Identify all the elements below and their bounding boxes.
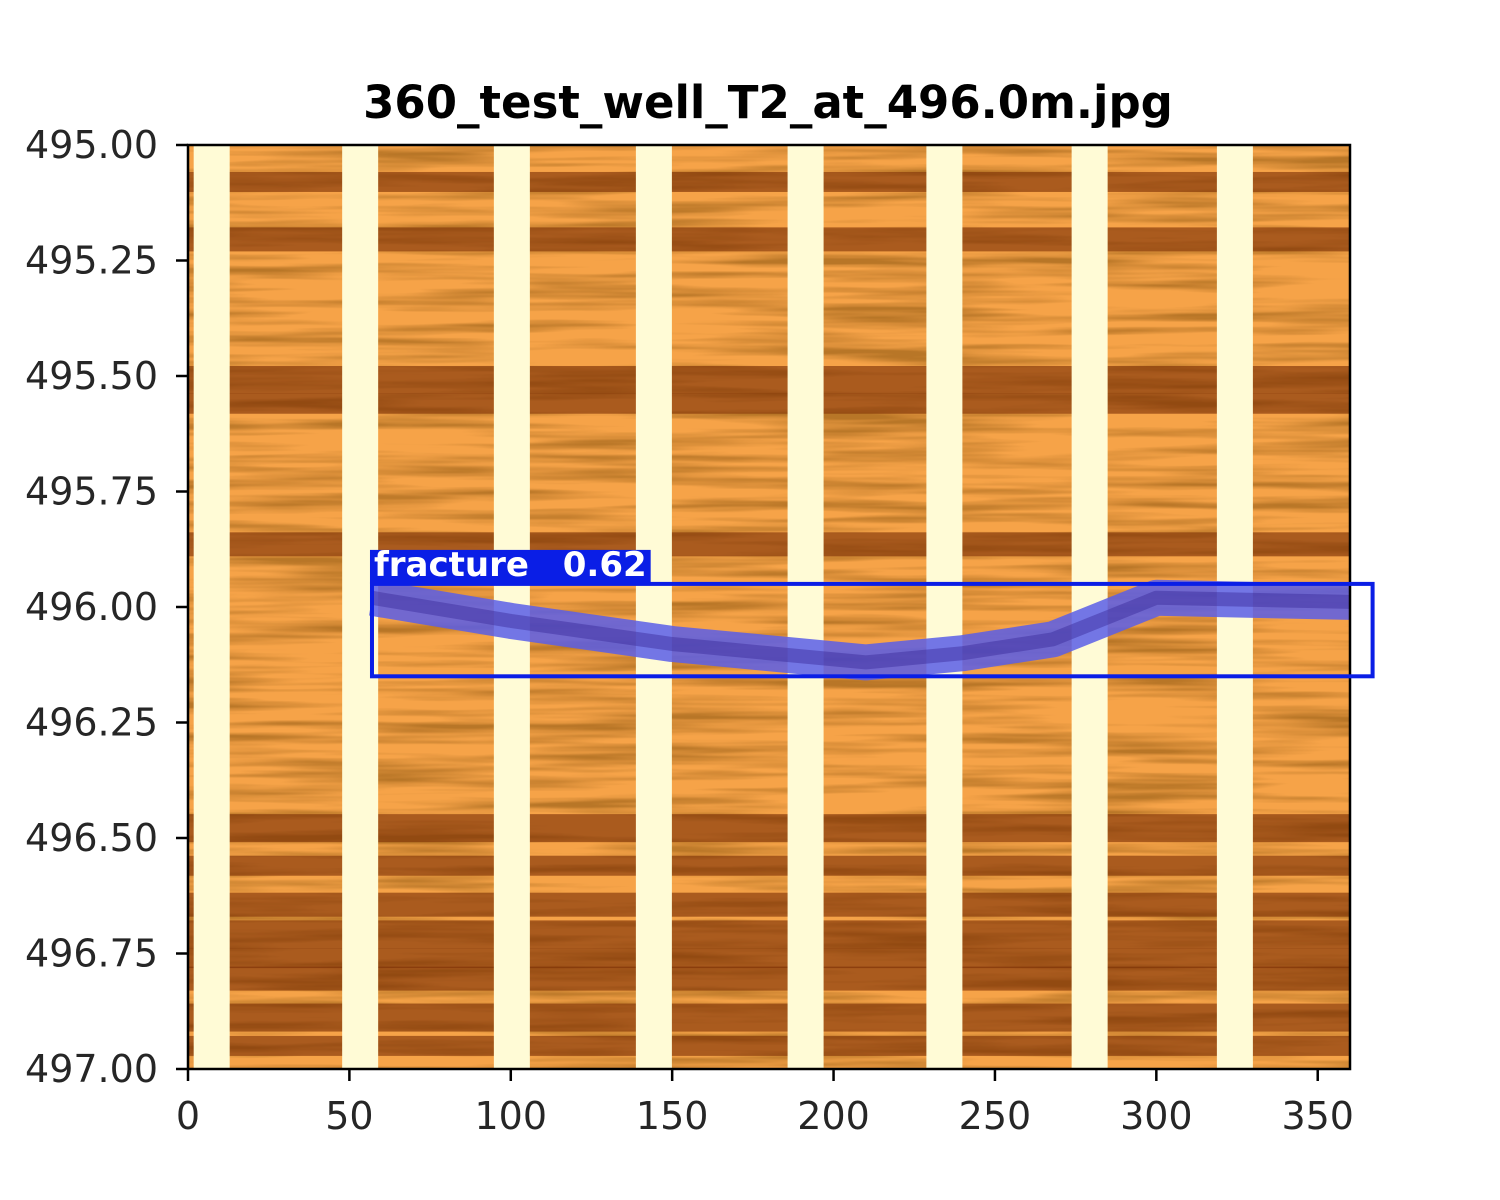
- y-tick-label: 495.50: [25, 354, 158, 398]
- detection-label: fracture 0.62: [374, 545, 647, 585]
- detection-score: 0.62: [563, 545, 647, 585]
- dark-band: [188, 393, 1350, 414]
- y-tick-label: 496.00: [25, 585, 158, 629]
- dark-band: [188, 1003, 1350, 1032]
- y-axis: 495.00 495.25 495.50 495.75 496.00 496.25 496.…: [25, 123, 188, 1091]
- dark-band: [188, 892, 1350, 917]
- dark-band: [188, 814, 1350, 843]
- x-tick-label: 0: [176, 1094, 200, 1138]
- x-tick-label: 300: [1120, 1094, 1193, 1138]
- detection-class: fracture: [374, 545, 529, 585]
- x-tick-label: 250: [959, 1094, 1032, 1138]
- x-tick-label: 200: [797, 1094, 870, 1138]
- dark-band: [188, 1035, 1350, 1056]
- fracture-mask-core: [370, 590, 1350, 670]
- pad-gap: [193, 145, 230, 1069]
- x-tick-label: 100: [475, 1094, 548, 1138]
- dark-band: [188, 948, 1350, 969]
- pad-gap: [926, 145, 963, 1069]
- fracture-mask: [369, 579, 1350, 681]
- dark-band: [188, 920, 1350, 949]
- dark-band: [188, 966, 1350, 991]
- dark-bands: [188, 171, 1350, 1056]
- fracture-mask-trace: [369, 579, 1350, 681]
- pad-gap: [787, 145, 824, 1069]
- y-tick-label: 495.00: [25, 123, 158, 167]
- y-tick-label: 497.00: [25, 1047, 158, 1091]
- x-tick-label: 150: [636, 1094, 709, 1138]
- y-tick-label: 496.25: [25, 701, 158, 745]
- plot-area: [188, 145, 1350, 1069]
- chart-title: 360_test_well_T2_at_496.0m.jpg: [363, 76, 1173, 129]
- x-axis: 0 50 100 150 200 250 300 350: [176, 1069, 1354, 1138]
- detection-label-background: [369, 549, 651, 584]
- pad-gap: [635, 145, 672, 1069]
- dark-band: [188, 171, 1350, 192]
- y-tick-label: 495.25: [25, 239, 158, 283]
- y-tick-label: 495.75: [25, 470, 158, 514]
- y-tick-label: 496.50: [25, 816, 158, 860]
- detection-box[interactable]: [369, 581, 1375, 679]
- dark-band: [188, 227, 1350, 252]
- detection[interactable]: fracture 0.62: [369, 545, 1375, 679]
- dark-band: [188, 366, 1350, 394]
- y-tick-label: 496.75: [25, 932, 158, 976]
- dark-band: [188, 855, 1350, 876]
- x-tick-label: 350: [1281, 1094, 1354, 1138]
- x-tick-label: 50: [325, 1094, 373, 1138]
